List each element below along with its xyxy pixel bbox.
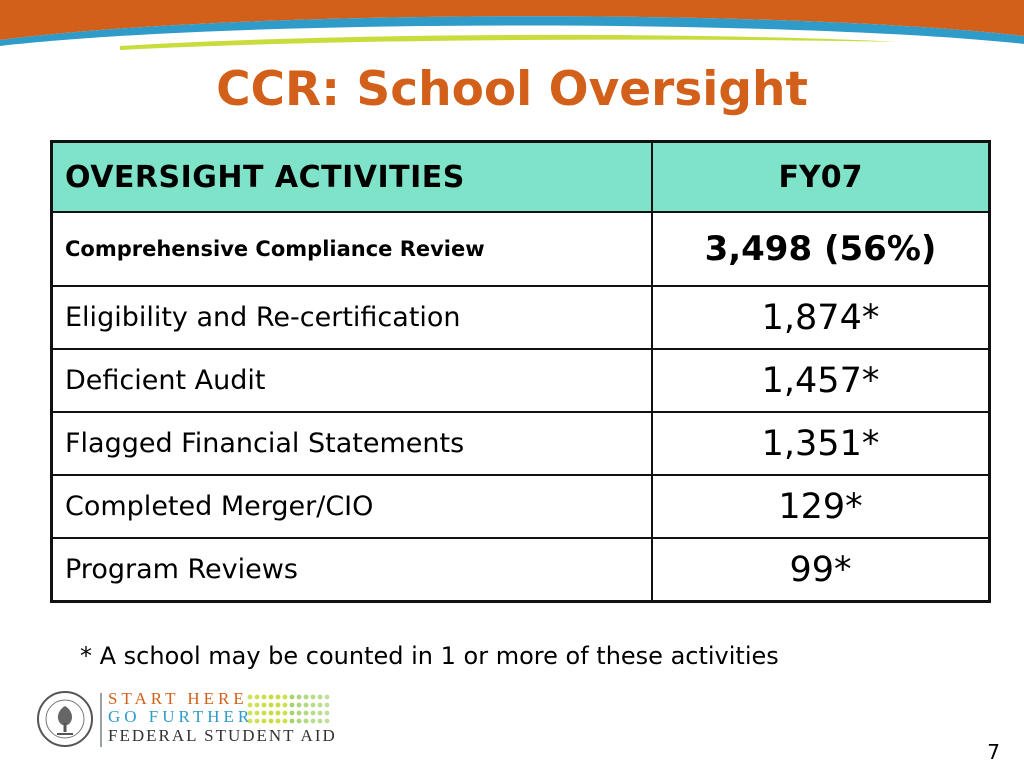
table-header-row: OVERSIGHT ACTIVITIES FY07 [50,140,991,213]
department-of-education-seal-icon [37,691,93,747]
table-row: Eligibility and Re-certification 1,874* [50,285,991,350]
activity-cell: Completed Merger/CIO [50,474,653,539]
activity-cell: Eligibility and Re-certification [50,285,653,350]
activity-cell: Flagged Financial Statements [50,411,653,476]
logo-line-federal-student-aid: FEDERAL STUDENT AID [108,726,337,745]
footnote: * A school may be counted in 1 or more o… [80,642,779,670]
logo-line-start-here: START HERE [108,689,248,708]
oversight-table: OVERSIGHT ACTIVITIES FY07 Comprehensive … [50,140,991,603]
activity-cell: Comprehensive Compliance Review [50,211,653,287]
table-row: Comprehensive Compliance Review 3,498 (5… [50,211,991,287]
activity-cell: Deficient Audit [50,348,653,413]
logo-line-go-further: GO FURTHER [108,707,254,726]
value-cell: 129* [651,474,991,539]
table-row: Program Reviews 99* [50,537,991,603]
value-cell: 3,498 (56%) [651,211,991,287]
page-number: 7 [987,740,1000,764]
column-header-fy07: FY07 [651,140,991,213]
fsa-logo: START HERE GO FURTHER FEDERAL STUDENT AI… [108,690,337,746]
value-cell: 1,457* [651,348,991,413]
value-cell: 99* [651,537,991,603]
column-header-activities: OVERSIGHT ACTIVITIES [50,140,653,213]
table-row: Deficient Audit 1,457* [50,348,991,413]
slide-title: CCR: School Oversight [216,62,808,117]
activity-cell: Program Reviews [50,537,653,603]
value-cell: 1,351* [651,411,991,476]
header-banner [0,0,1024,50]
logo-divider [100,693,102,747]
value-cell: 1,874* [651,285,991,350]
logo-dot-grid-icon [247,694,330,724]
table-row: Flagged Financial Statements 1,351* [50,411,991,476]
table-row: Completed Merger/CIO 129* [50,474,991,539]
